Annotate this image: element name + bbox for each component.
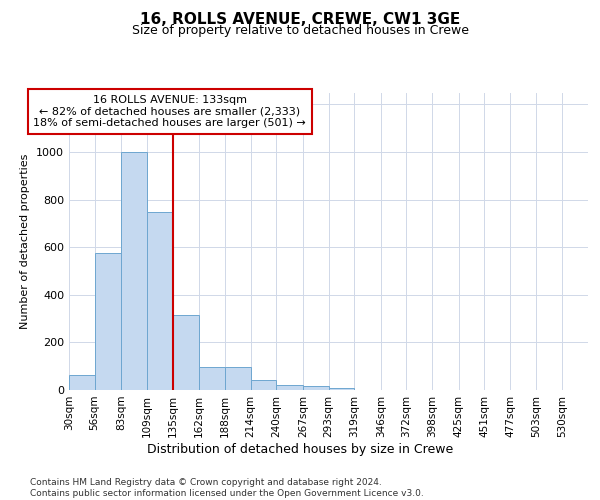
Text: 16, ROLLS AVENUE, CREWE, CW1 3GE: 16, ROLLS AVENUE, CREWE, CW1 3GE xyxy=(140,12,460,28)
Bar xyxy=(276,385,303,390)
Text: 16 ROLLS AVENUE: 133sqm
← 82% of detached houses are smaller (2,333)
18% of semi: 16 ROLLS AVENUE: 133sqm ← 82% of detache… xyxy=(33,95,306,128)
Bar xyxy=(329,388,354,390)
Bar xyxy=(303,386,329,390)
Bar xyxy=(251,380,276,390)
Bar xyxy=(173,315,199,390)
Text: Contains HM Land Registry data © Crown copyright and database right 2024.
Contai: Contains HM Land Registry data © Crown c… xyxy=(30,478,424,498)
Bar xyxy=(95,253,121,390)
Bar xyxy=(199,368,225,390)
Text: Distribution of detached houses by size in Crewe: Distribution of detached houses by size … xyxy=(147,442,453,456)
Bar xyxy=(225,368,251,390)
Text: Size of property relative to detached houses in Crewe: Size of property relative to detached ho… xyxy=(131,24,469,37)
Bar xyxy=(147,212,173,390)
Y-axis label: Number of detached properties: Number of detached properties xyxy=(20,154,31,329)
Bar xyxy=(69,374,95,390)
Bar xyxy=(121,152,147,390)
